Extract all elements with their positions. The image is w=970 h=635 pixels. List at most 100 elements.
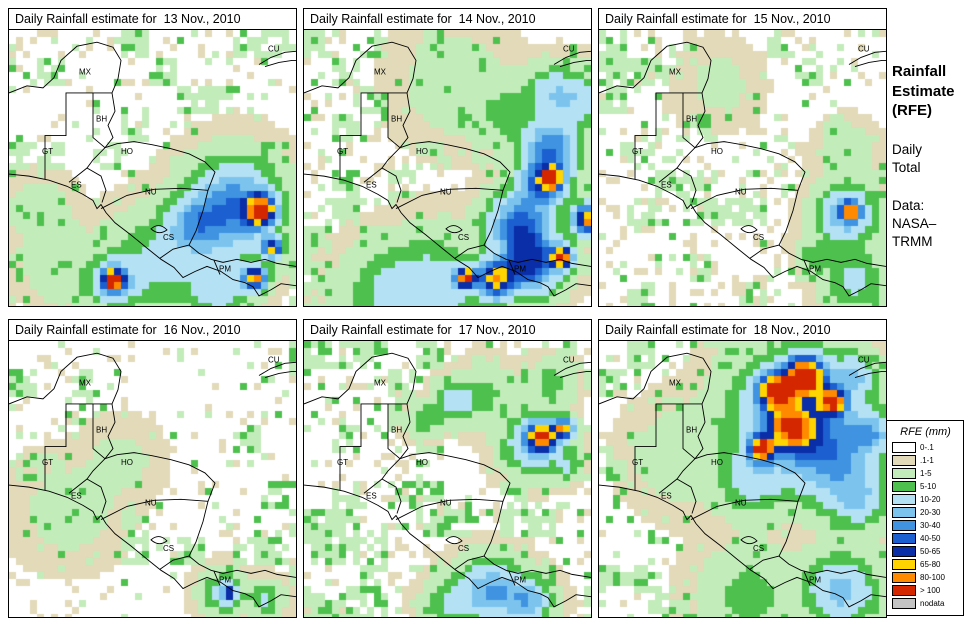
coastline-path — [381, 478, 402, 514]
legend-entry-label: 30-40 — [920, 520, 941, 530]
rainfall-raster — [304, 341, 591, 617]
coastline-path — [9, 173, 296, 297]
rainfall-raster — [599, 341, 886, 617]
coastline-path — [803, 571, 811, 586]
coastline-path — [68, 458, 106, 494]
legend-swatch — [892, 585, 916, 596]
coastline-path — [100, 187, 209, 209]
coastline-path — [676, 478, 697, 514]
region-label: MX — [374, 379, 387, 388]
region-label: BH — [96, 114, 107, 123]
coastline-path — [304, 484, 591, 608]
legend-swatch — [892, 442, 916, 453]
region-label: CU — [563, 355, 575, 364]
region-label: PM — [514, 264, 526, 273]
region-label: MX — [669, 68, 682, 77]
coastline-path — [363, 458, 401, 494]
legend-entry-label: 20-30 — [920, 507, 941, 517]
region-label: GT — [632, 147, 643, 156]
region-label: HO — [416, 147, 428, 156]
coastline-path — [150, 225, 168, 234]
coastline-path — [92, 403, 106, 460]
panel-title: Daily Rainfall estimate for 13 Nov., 201… — [8, 8, 297, 30]
legend-swatch — [892, 468, 916, 479]
coastline-path — [387, 403, 401, 460]
legend-entries: 0-.1 .1-1 1-5 5-10 10-20 20-30 30-40 40-50 50-65… — [892, 442, 959, 609]
legend-entry-label: > 100 — [920, 585, 941, 595]
legend-entry: nodata — [892, 598, 959, 609]
coastline-overlay: MX CU BH GT HO ES NU CS PM — [9, 41, 296, 297]
coastline-path — [381, 167, 402, 203]
region-label: BH — [686, 425, 697, 434]
region-label: CU — [858, 44, 870, 53]
region-label: HO — [121, 458, 133, 467]
region-label: NU — [145, 187, 157, 196]
region-label: PM — [219, 575, 231, 584]
region-label: CU — [268, 44, 280, 53]
coastline-path — [749, 244, 780, 259]
coastline-path — [100, 498, 209, 520]
region-label: HO — [121, 147, 133, 156]
coastline-path — [92, 92, 106, 149]
sidebar-subtitle: Daily Total — [892, 141, 923, 175]
rainfall-panel: Daily Rainfall estimate for 13 Nov., 201… — [8, 8, 297, 307]
coastline-overlay: MX CU BH GT HO ES NU CS PM — [599, 41, 886, 297]
region-label: NU — [440, 187, 452, 196]
legend-swatch — [892, 572, 916, 583]
legend-swatch — [892, 507, 916, 518]
legend-entry: 5-10 — [892, 481, 959, 492]
panel-title: Daily Rainfall estimate for 14 Nov., 201… — [303, 8, 592, 30]
legend-entry: 50-65 — [892, 546, 959, 557]
coastline-path — [68, 147, 106, 183]
legend: RFE (mm) 0-.1 .1-1 1-5 5-10 10-20 20-30 30-40 4… — [886, 420, 964, 616]
coastline-path — [304, 41, 591, 267]
rainfall-panel: Daily Rainfall estimate for 16 Nov., 201… — [8, 319, 297, 618]
coastline-path — [508, 571, 516, 586]
coastline-path — [553, 50, 591, 67]
coastline-path — [803, 260, 811, 275]
legend-swatch — [892, 481, 916, 492]
legend-entry-label: 10-20 — [920, 494, 941, 504]
legend-swatch — [892, 455, 916, 466]
region-label: NU — [735, 187, 747, 196]
coastline-path — [682, 92, 696, 149]
legend-title: RFE (mm) — [900, 426, 951, 438]
legend-entry: > 100 — [892, 585, 959, 596]
region-label: NU — [145, 498, 157, 507]
coastline-path — [740, 225, 758, 234]
region-label: CS — [163, 544, 174, 553]
coastline-path — [454, 555, 485, 570]
coastline-path — [848, 50, 886, 67]
legend-entry-label: .1-1 — [920, 455, 934, 465]
coastline-path — [599, 352, 886, 578]
region-label: CS — [753, 544, 764, 553]
coastline-path — [553, 361, 591, 378]
coastline-path — [44, 403, 112, 491]
coastline-path — [387, 92, 401, 149]
region-label: BH — [391, 114, 402, 123]
coastline-path — [363, 147, 401, 183]
rainfall-map: MX CU BH GT HO ES NU CS PM — [303, 340, 592, 618]
region-label: CS — [163, 233, 174, 242]
legend-entry-label: 65-80 — [920, 559, 941, 569]
rainfall-panel: Daily Rainfall estimate for 14 Nov., 201… — [303, 8, 592, 307]
panel-title: Daily Rainfall estimate for 15 Nov., 201… — [598, 8, 887, 30]
region-label: CS — [753, 233, 764, 242]
coastline-path — [304, 173, 591, 297]
coastline-overlay: MX CU BH GT HO ES NU CS PM — [599, 352, 886, 608]
coastline-path — [86, 478, 107, 514]
region-label: HO — [711, 147, 723, 156]
coastline-path — [339, 92, 407, 180]
region-label: HO — [711, 458, 723, 467]
coastline-path — [445, 536, 463, 545]
coastline-path — [258, 361, 296, 378]
coastline-path — [339, 403, 407, 491]
region-label: MX — [374, 68, 387, 77]
rainfall-map: MX CU BH GT HO ES NU CS PM — [8, 340, 297, 618]
region-label: NU — [440, 498, 452, 507]
region-label: ES — [661, 491, 672, 500]
region-label: BH — [391, 425, 402, 434]
region-label: ES — [71, 180, 82, 189]
region-label: PM — [514, 575, 526, 584]
region-label: ES — [661, 180, 672, 189]
